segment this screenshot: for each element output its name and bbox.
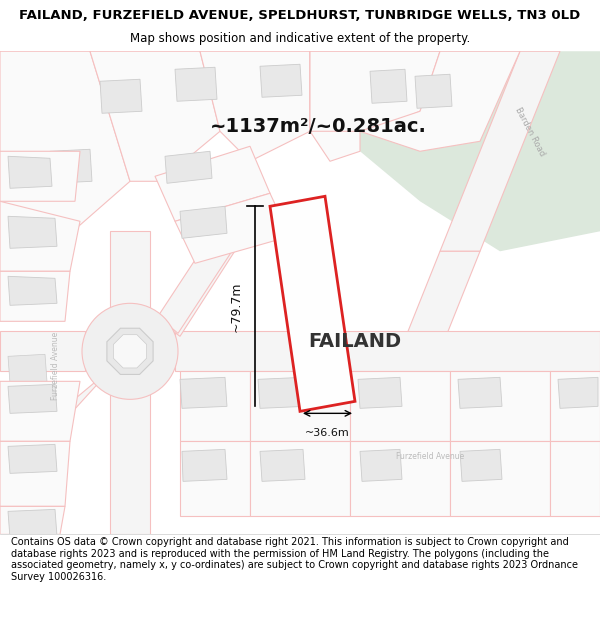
Polygon shape (8, 509, 57, 538)
Polygon shape (110, 231, 150, 311)
Text: Map shows position and indicative extent of the property.: Map shows position and indicative extent… (130, 32, 470, 45)
Polygon shape (260, 449, 305, 481)
Text: FAILAND: FAILAND (308, 332, 401, 351)
Polygon shape (100, 79, 142, 113)
Polygon shape (113, 335, 146, 368)
Polygon shape (180, 378, 227, 408)
Polygon shape (160, 181, 270, 336)
Polygon shape (380, 251, 480, 401)
Polygon shape (0, 271, 70, 321)
Polygon shape (250, 371, 350, 441)
Polygon shape (90, 51, 220, 181)
Text: FAILAND, FURZEFIELD AVENUE, SPELDHURST, TUNBRIDGE WELLS, TN3 0LD: FAILAND, FURZEFIELD AVENUE, SPELDHURST, … (19, 9, 581, 22)
Polygon shape (182, 449, 227, 481)
Polygon shape (110, 391, 150, 534)
Text: Barden Road: Barden Road (514, 105, 547, 158)
Text: Contains OS data © Crown copyright and database right 2021. This information is : Contains OS data © Crown copyright and d… (11, 537, 578, 582)
Polygon shape (0, 506, 65, 534)
Polygon shape (0, 361, 120, 491)
Polygon shape (0, 201, 80, 271)
Polygon shape (0, 151, 80, 201)
Polygon shape (158, 176, 270, 333)
Polygon shape (250, 441, 350, 516)
Polygon shape (8, 444, 57, 473)
Polygon shape (550, 371, 600, 441)
Polygon shape (558, 378, 598, 408)
Polygon shape (175, 331, 600, 371)
Polygon shape (370, 69, 407, 103)
Polygon shape (0, 331, 85, 371)
Polygon shape (450, 371, 550, 441)
Text: ~79.7m: ~79.7m (230, 281, 243, 332)
Text: Furzefield Avenue: Furzefield Avenue (396, 452, 464, 461)
Polygon shape (180, 371, 250, 441)
Polygon shape (360, 51, 420, 201)
Polygon shape (50, 149, 92, 183)
Polygon shape (360, 51, 520, 151)
Polygon shape (0, 381, 80, 441)
Polygon shape (8, 156, 52, 188)
Polygon shape (415, 74, 452, 108)
Polygon shape (155, 146, 270, 221)
Circle shape (82, 303, 178, 399)
Polygon shape (270, 196, 355, 411)
Polygon shape (200, 51, 310, 161)
Polygon shape (258, 378, 305, 408)
Polygon shape (460, 449, 502, 481)
Polygon shape (180, 206, 227, 238)
Polygon shape (310, 51, 440, 131)
Polygon shape (8, 216, 57, 248)
Polygon shape (107, 328, 153, 374)
Polygon shape (175, 193, 290, 263)
Text: ~1137m²/~0.281ac.: ~1137m²/~0.281ac. (210, 117, 427, 136)
Polygon shape (550, 441, 600, 516)
Polygon shape (350, 441, 450, 516)
Polygon shape (350, 371, 450, 441)
Polygon shape (8, 384, 57, 413)
Polygon shape (0, 441, 70, 506)
Polygon shape (8, 354, 47, 383)
Polygon shape (8, 276, 57, 306)
Polygon shape (310, 51, 360, 161)
Polygon shape (175, 68, 217, 101)
Text: ~36.6m: ~36.6m (305, 428, 350, 438)
Polygon shape (440, 51, 560, 251)
Polygon shape (450, 441, 550, 516)
Polygon shape (458, 378, 502, 408)
Polygon shape (360, 449, 402, 481)
Polygon shape (420, 51, 600, 251)
Polygon shape (180, 441, 250, 516)
Text: Furzefield Avenue: Furzefield Avenue (50, 332, 59, 401)
Polygon shape (260, 64, 302, 98)
Polygon shape (0, 51, 130, 251)
Polygon shape (358, 378, 402, 408)
Polygon shape (165, 151, 212, 183)
